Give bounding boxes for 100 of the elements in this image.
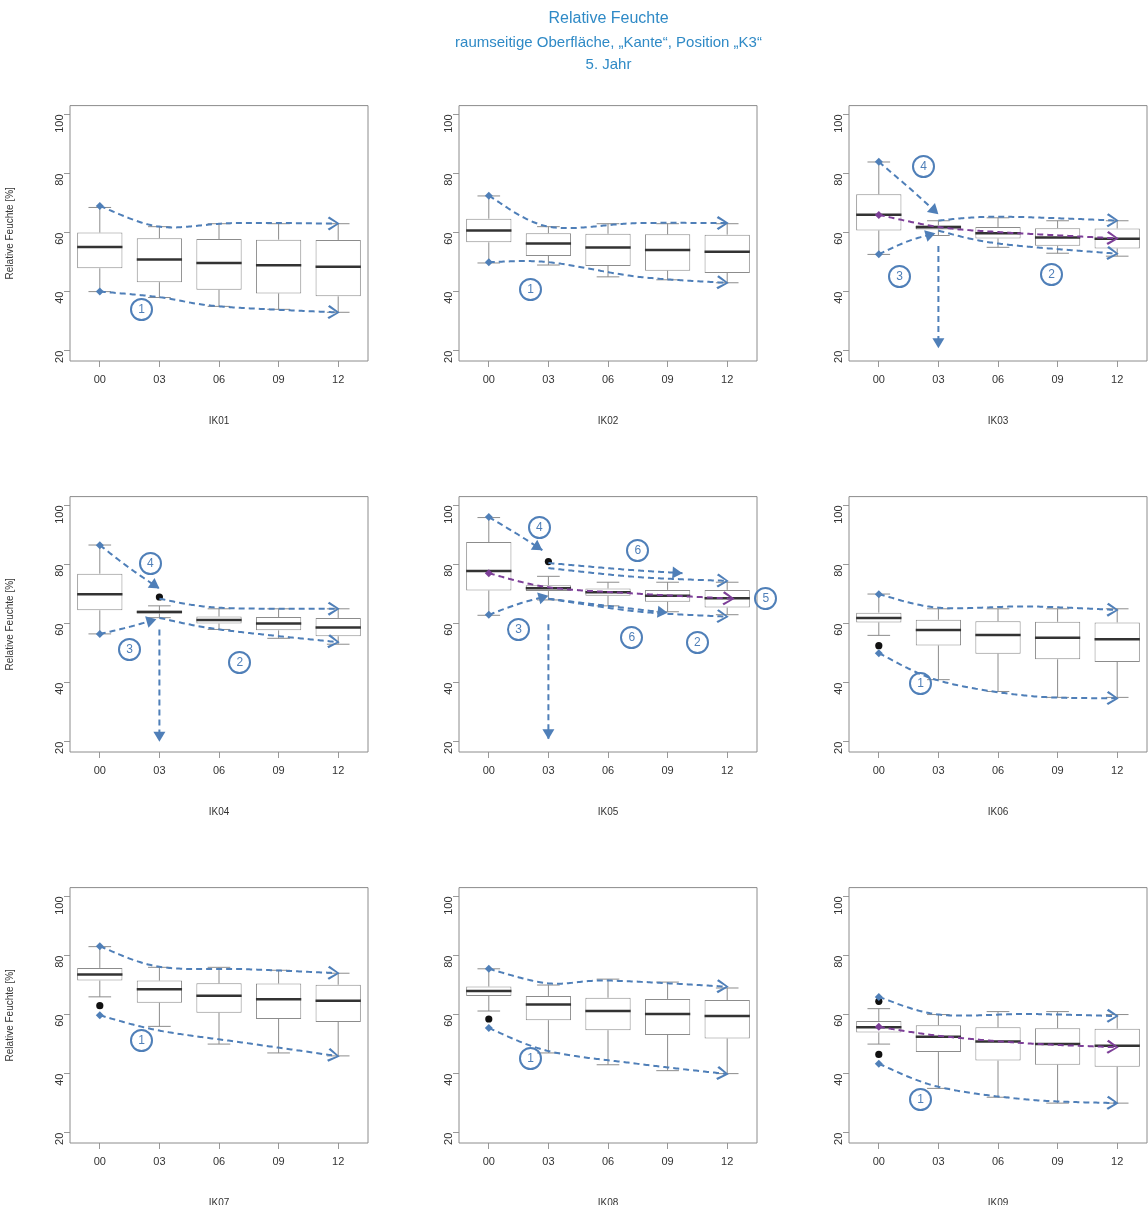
x-tick-label: 06 — [991, 763, 1005, 776]
y-tick-label: 60 — [53, 623, 66, 636]
y-tick-label: 40 — [832, 291, 845, 304]
x-tick-label: 03 — [542, 1154, 555, 1167]
x-tick-label: 03 — [542, 372, 555, 385]
y-axis-title: Relative Feuchte [%] — [3, 186, 15, 280]
y-tick-label: 20 — [53, 1132, 66, 1145]
x-axis-title: IK03 — [987, 414, 1009, 426]
annotation: 3 — [118, 638, 142, 662]
y-tick-label: 40 — [442, 1073, 455, 1086]
y-tick-label: 20 — [442, 741, 455, 754]
x-tick-label: 12 — [1111, 372, 1124, 385]
chart-title: Relative Feuchte — [547, 9, 670, 27]
y-tick-label: 60 — [832, 232, 845, 245]
y-tick-label: 60 — [832, 1014, 845, 1027]
x-tick-label: 03 — [153, 1154, 166, 1167]
x-tick-label: 06 — [601, 763, 615, 776]
x-tick-label: 06 — [601, 372, 615, 385]
y-tick-label: 20 — [53, 741, 66, 754]
annotation: 4 — [527, 515, 551, 539]
y-tick-label: 20 — [832, 1132, 845, 1145]
x-tick-label: 00 — [93, 372, 106, 385]
x-tick-label: 09 — [1051, 372, 1064, 385]
y-tick-label: 40 — [442, 682, 455, 695]
annotation: 3 — [507, 617, 531, 641]
x-tick-label: 09 — [661, 763, 674, 776]
y-tick-label: 20 — [832, 741, 845, 754]
x-tick-label: 06 — [601, 1154, 615, 1167]
x-tick-label: 00 — [93, 1154, 106, 1167]
annotation: 6 — [626, 538, 650, 562]
x-tick-label: 12 — [1111, 763, 1124, 776]
x-tick-label: 12 — [721, 763, 734, 776]
y-tick-label: 40 — [832, 682, 845, 695]
y-tick-label: 80 — [442, 173, 455, 186]
y-tick-label: 80 — [53, 173, 66, 186]
annotation: 6 — [620, 625, 644, 649]
y-tick-label: 40 — [832, 1073, 845, 1086]
annotation: 4 — [138, 551, 162, 575]
x-tick-label: 06 — [212, 763, 226, 776]
y-tick-label: 80 — [442, 564, 455, 577]
x-tick-label: 12 — [1111, 1154, 1124, 1167]
x-tick-label: 09 — [1051, 1154, 1064, 1167]
x-axis-title: IK01 — [208, 414, 230, 426]
x-tick-label: 09 — [661, 1154, 674, 1167]
chart-subtitle: raumseitige Oberfläche, „Kante“, Position „K3“ 5. Jahr — [454, 32, 763, 74]
annotation: 2 — [685, 630, 709, 654]
y-tick-label: 100 — [832, 896, 845, 915]
x-tick-label: 12 — [332, 763, 345, 776]
x-tick-label: 00 — [482, 1154, 495, 1167]
x-tick-label: 06 — [991, 1154, 1005, 1167]
x-axis-title: IK09 — [987, 1196, 1009, 1205]
x-axis-title: IK07 — [208, 1196, 230, 1205]
y-tick-label: 20 — [442, 1132, 455, 1145]
x-tick-label: 09 — [272, 763, 285, 776]
annotation: 1 — [130, 298, 154, 322]
y-tick-label: 20 — [442, 350, 455, 363]
y-tick-label: 100 — [53, 896, 66, 915]
y-tick-label: 60 — [442, 232, 455, 245]
y-tick-label: 40 — [53, 291, 66, 304]
y-tick-label: 100 — [442, 505, 455, 524]
annotation: 1 — [909, 671, 933, 695]
y-tick-label: 40 — [442, 291, 455, 304]
annotation: 2 — [228, 651, 252, 675]
x-tick-label: 12 — [721, 372, 734, 385]
x-axis-title: IK04 — [208, 805, 230, 817]
x-tick-label: 03 — [153, 372, 166, 385]
y-axis-title: Relative Feuchte [%] — [3, 968, 15, 1062]
x-axis-title: IK08 — [597, 1196, 619, 1205]
y-tick-label: 80 — [442, 955, 455, 968]
annotation: 4 — [912, 155, 935, 179]
y-tick-label: 100 — [442, 896, 455, 915]
x-tick-label: 12 — [721, 1154, 734, 1167]
x-tick-label: 03 — [932, 1154, 945, 1167]
x-tick-label: 03 — [153, 763, 166, 776]
x-tick-label: 12 — [332, 372, 345, 385]
annotation: 1 — [519, 1047, 543, 1071]
y-tick-label: 40 — [53, 1073, 66, 1086]
x-tick-label: 03 — [932, 372, 945, 385]
y-tick-label: 60 — [832, 623, 845, 636]
x-tick-label: 06 — [991, 372, 1005, 385]
annotation: 2 — [1040, 262, 1064, 286]
x-axis-title: IK06 — [987, 805, 1009, 817]
y-tick-label: 60 — [442, 623, 455, 636]
x-tick-label: 09 — [661, 372, 674, 385]
y-tick-label: 100 — [832, 114, 845, 133]
x-tick-label: 00 — [482, 763, 495, 776]
y-axis-title: Relative Feuchte [%] — [3, 577, 15, 671]
annotation: 1 — [519, 277, 543, 301]
x-tick-label: 00 — [872, 1154, 885, 1167]
y-tick-label: 80 — [53, 955, 66, 968]
y-tick-label: 80 — [832, 173, 845, 186]
x-tick-label: 09 — [272, 372, 285, 385]
x-axis-title: IK02 — [597, 414, 619, 426]
y-tick-label: 40 — [53, 682, 66, 695]
x-tick-label: 06 — [212, 1154, 226, 1167]
x-tick-label: 06 — [212, 372, 226, 385]
y-tick-label: 100 — [832, 505, 845, 524]
y-tick-label: 60 — [442, 1014, 455, 1027]
y-tick-label: 60 — [53, 1014, 66, 1027]
annotation: 1 — [909, 1088, 933, 1112]
